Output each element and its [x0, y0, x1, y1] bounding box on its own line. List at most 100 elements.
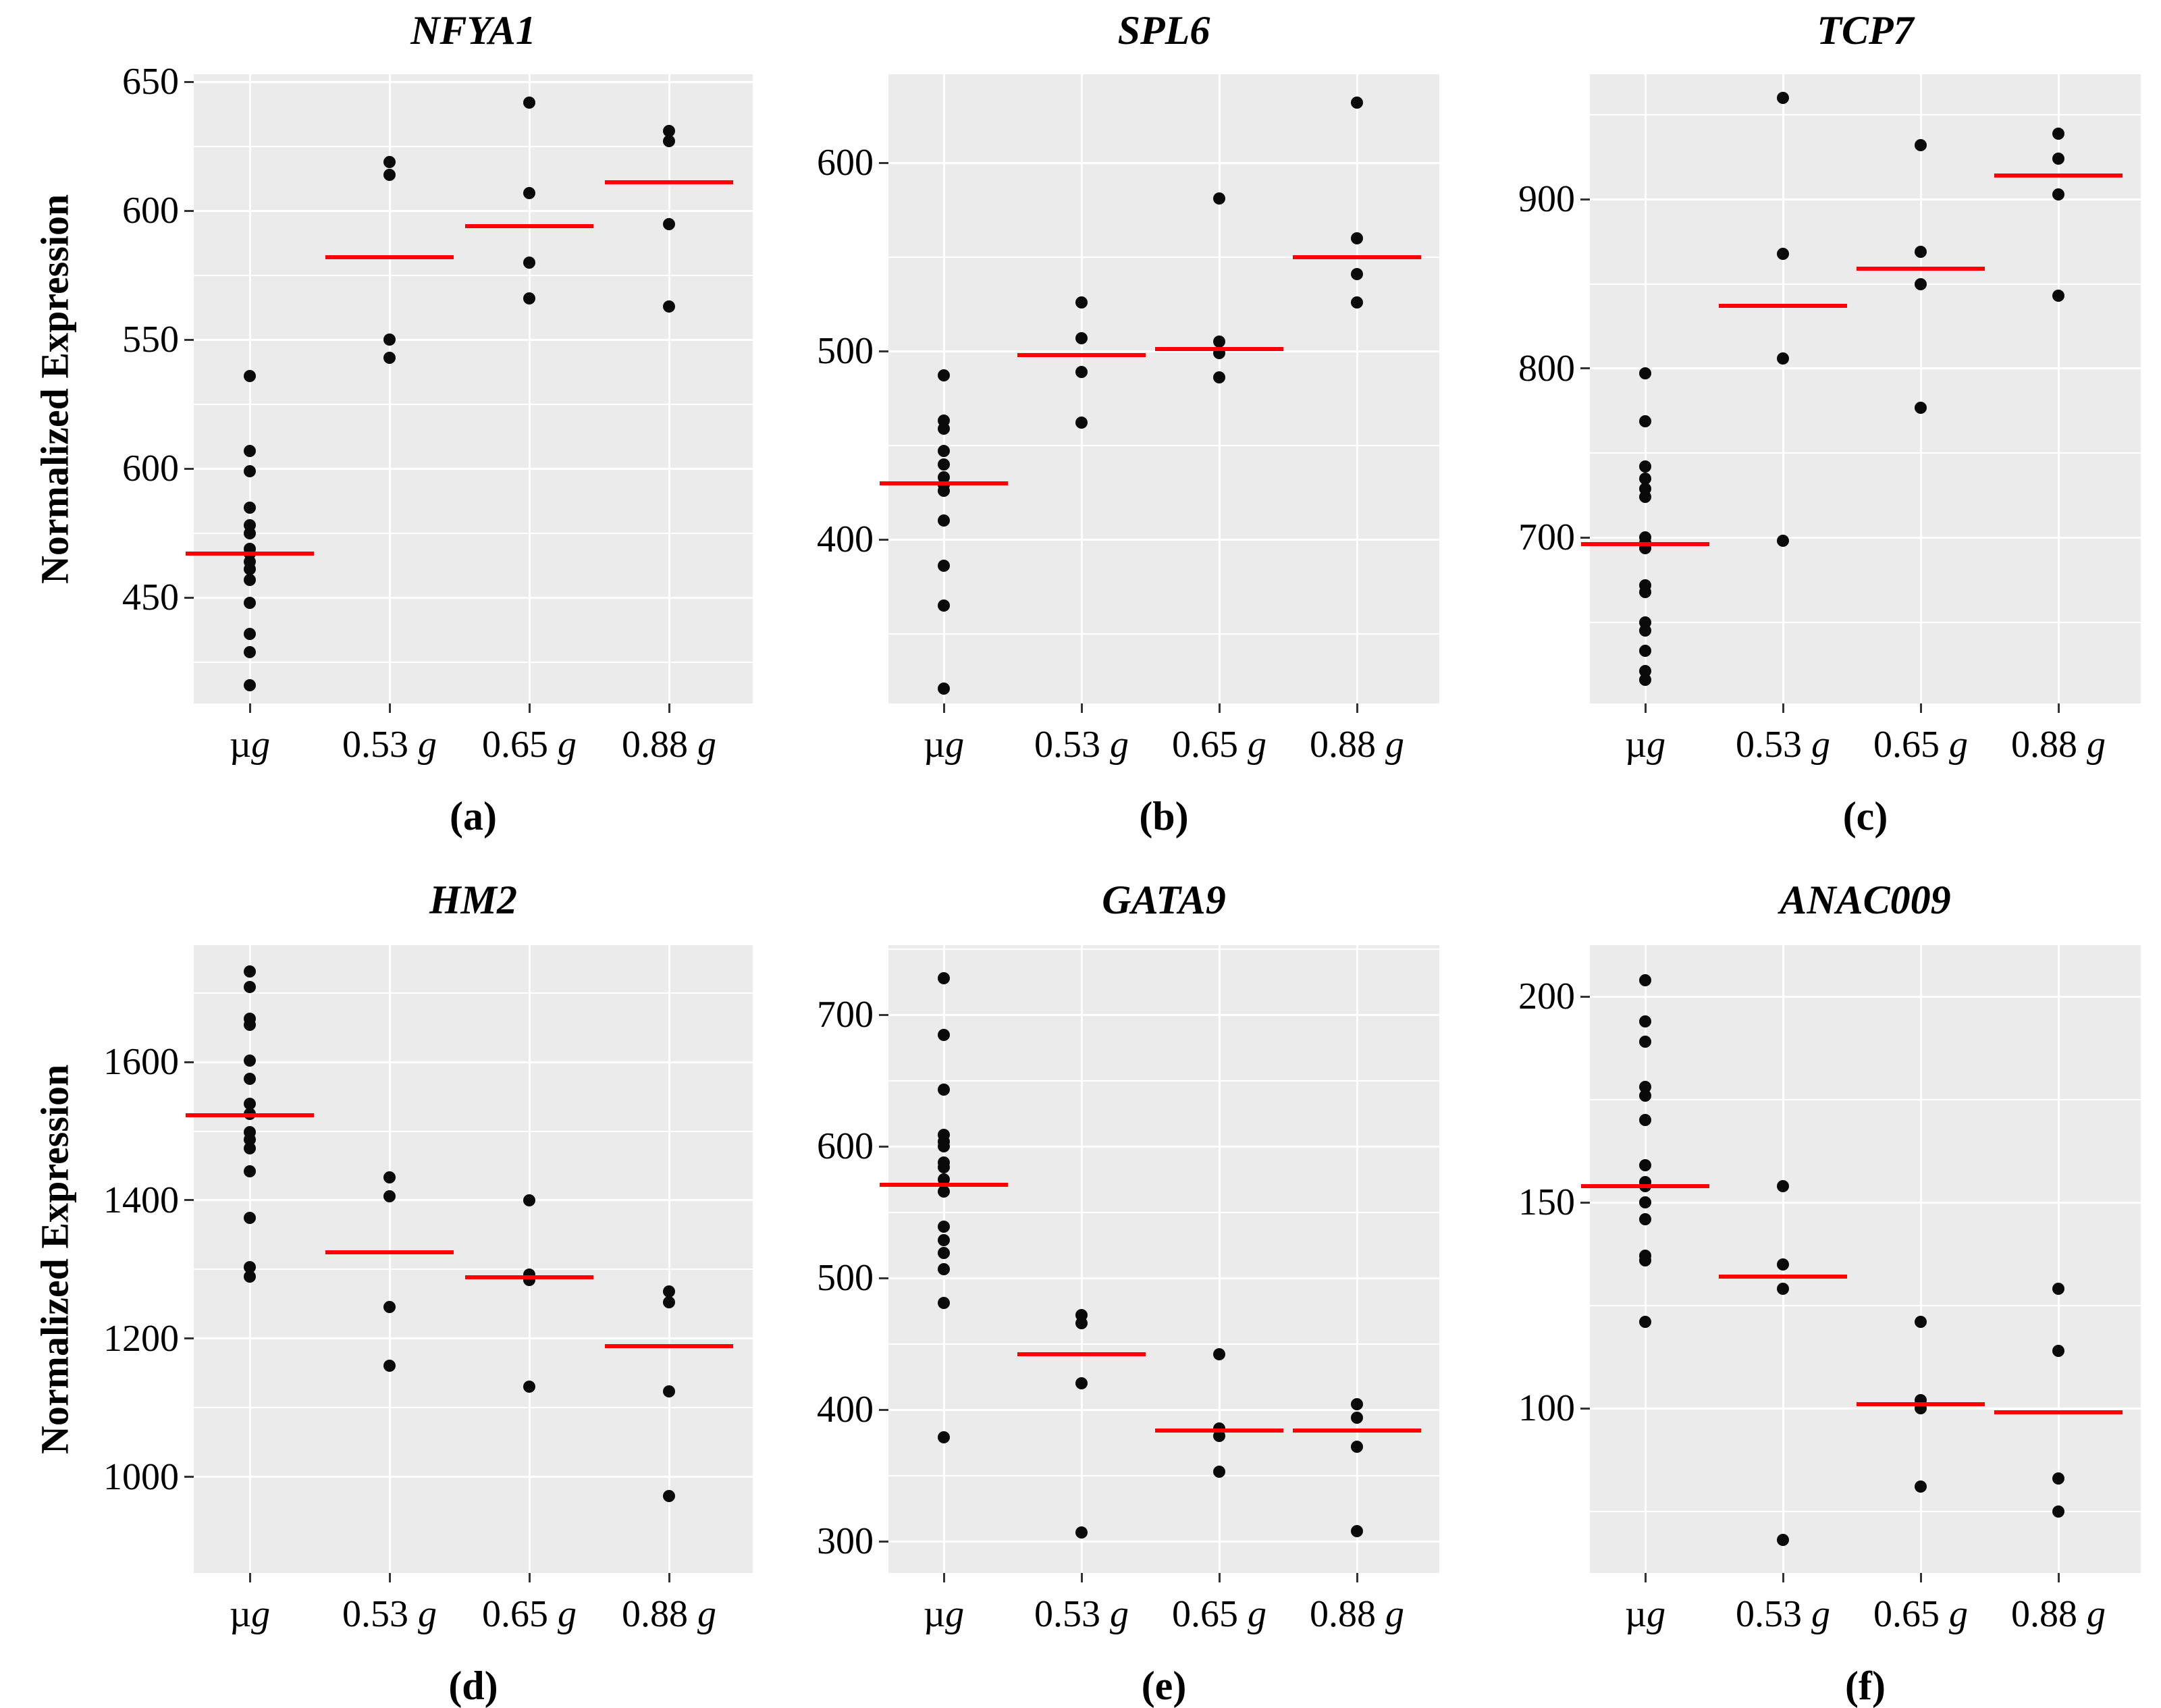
- data-point: [1639, 1250, 1651, 1262]
- gridline-vertical: [1919, 945, 1922, 1573]
- data-point: [244, 1125, 256, 1138]
- x-tick-label: 0.65 g: [1172, 1593, 1266, 1635]
- unit-gram: g: [1385, 1593, 1404, 1635]
- data-point: [244, 519, 256, 532]
- data-point: [523, 1194, 535, 1206]
- median-line: [1293, 255, 1421, 259]
- data-point: [663, 1385, 675, 1397]
- unit-gram: g: [1647, 724, 1666, 766]
- gridline-minor: [194, 992, 753, 994]
- plot-caption: (e): [1141, 1663, 1187, 1708]
- data-point: [1915, 1480, 1927, 1493]
- gridline-major: [1590, 198, 2141, 201]
- median-line: [186, 1113, 314, 1117]
- data-point: [244, 555, 256, 568]
- gridline-major: [1590, 1407, 2141, 1410]
- data-point: [938, 514, 950, 527]
- y-tick-mark: [184, 80, 194, 83]
- data-point: [523, 1273, 535, 1286]
- gridline-vertical: [1919, 74, 1922, 703]
- gridline-minor: [194, 145, 753, 147]
- gridline-vertical: [2057, 945, 2060, 1573]
- gridline-major: [888, 1277, 1439, 1279]
- x-tick-mark: [1644, 1573, 1647, 1582]
- data-point: [663, 217, 675, 230]
- data-point: [1639, 973, 1651, 986]
- data-point: [1915, 1402, 1927, 1415]
- data-point: [2052, 1505, 2064, 1518]
- y-tick-mark: [879, 1540, 888, 1543]
- data-point: [1351, 1440, 1363, 1453]
- data-point: [1639, 1175, 1651, 1188]
- data-point: [938, 682, 950, 695]
- gridline-minor: [194, 532, 753, 534]
- x-tick-label: µg: [1624, 1593, 1666, 1635]
- data-point: [1639, 1254, 1651, 1266]
- data-point: [523, 97, 535, 109]
- unit-gram: g: [2087, 1593, 2106, 1635]
- gridline-minor: [194, 1407, 753, 1409]
- x-tick-mark: [1782, 1573, 1784, 1582]
- y-tick-mark: [184, 1476, 194, 1478]
- y-tick-label: 1000: [103, 1456, 179, 1498]
- median-line: [605, 180, 733, 185]
- data-point: [1639, 616, 1651, 629]
- gridline-major: [194, 596, 753, 599]
- gridline-vertical: [1782, 74, 1784, 703]
- gridline-major: [888, 1013, 1439, 1016]
- data-point: [938, 1297, 950, 1310]
- data-point: [244, 1055, 256, 1067]
- y-tick-label: 600: [817, 142, 874, 184]
- unit-gram: g: [558, 724, 577, 766]
- unit-gram: g: [945, 1593, 965, 1635]
- median-line: [1155, 1429, 1283, 1433]
- unit-gram: g: [1110, 1593, 1129, 1635]
- gridline-major: [888, 161, 1439, 164]
- x-tick-label: µg: [229, 724, 271, 766]
- data-point: [1639, 531, 1651, 544]
- x-tick-label: 0.53 g: [342, 1593, 437, 1635]
- data-point: [938, 369, 950, 382]
- data-point: [1213, 1348, 1225, 1361]
- x-tick-label: 0.88 g: [1310, 724, 1404, 766]
- y-tick-mark: [184, 1199, 194, 1202]
- gridline-vertical: [1782, 945, 1784, 1573]
- plot-title: NFYA1: [410, 8, 536, 53]
- gridline-vertical: [1356, 74, 1358, 703]
- gridline-major: [194, 1199, 753, 1202]
- x-tick-label: 0.53 g: [342, 724, 437, 766]
- gridline-minor: [1590, 452, 2141, 454]
- data-point: [1351, 1411, 1363, 1424]
- data-point: [1639, 482, 1651, 495]
- data-point: [2052, 153, 2064, 165]
- data-point: [244, 679, 256, 692]
- data-point: [938, 422, 950, 435]
- plot-panel: [880, 74, 1439, 703]
- unit-gram: g: [945, 724, 965, 766]
- gridline-major: [888, 1540, 1439, 1543]
- data-point: [1351, 96, 1363, 109]
- median-line: [1857, 1402, 1985, 1406]
- data-point: [383, 1300, 396, 1313]
- data-point: [1915, 277, 1927, 290]
- data-point: [1777, 352, 1789, 365]
- gridline-major: [888, 538, 1439, 541]
- gridline-minor: [1590, 1510, 2141, 1512]
- plot-title: ANAC009: [1780, 878, 1951, 922]
- unit-gram: g: [418, 1593, 437, 1635]
- y-axis-title-top: Normalized Expression: [32, 194, 77, 584]
- gridline-vertical: [668, 74, 670, 703]
- plot-panel: [1581, 74, 2141, 703]
- data-point: [663, 1285, 675, 1298]
- data-point: [938, 1185, 950, 1198]
- x-tick-mark: [1218, 1573, 1221, 1582]
- data-point: [1777, 1283, 1789, 1296]
- gridline-minor: [1590, 283, 2141, 285]
- gridline-vertical: [942, 74, 945, 703]
- data-point: [1915, 1316, 1927, 1328]
- plot-caption: (c): [1842, 794, 1888, 838]
- data-point: [1777, 1534, 1789, 1547]
- plot-caption: (f): [1845, 1663, 1886, 1708]
